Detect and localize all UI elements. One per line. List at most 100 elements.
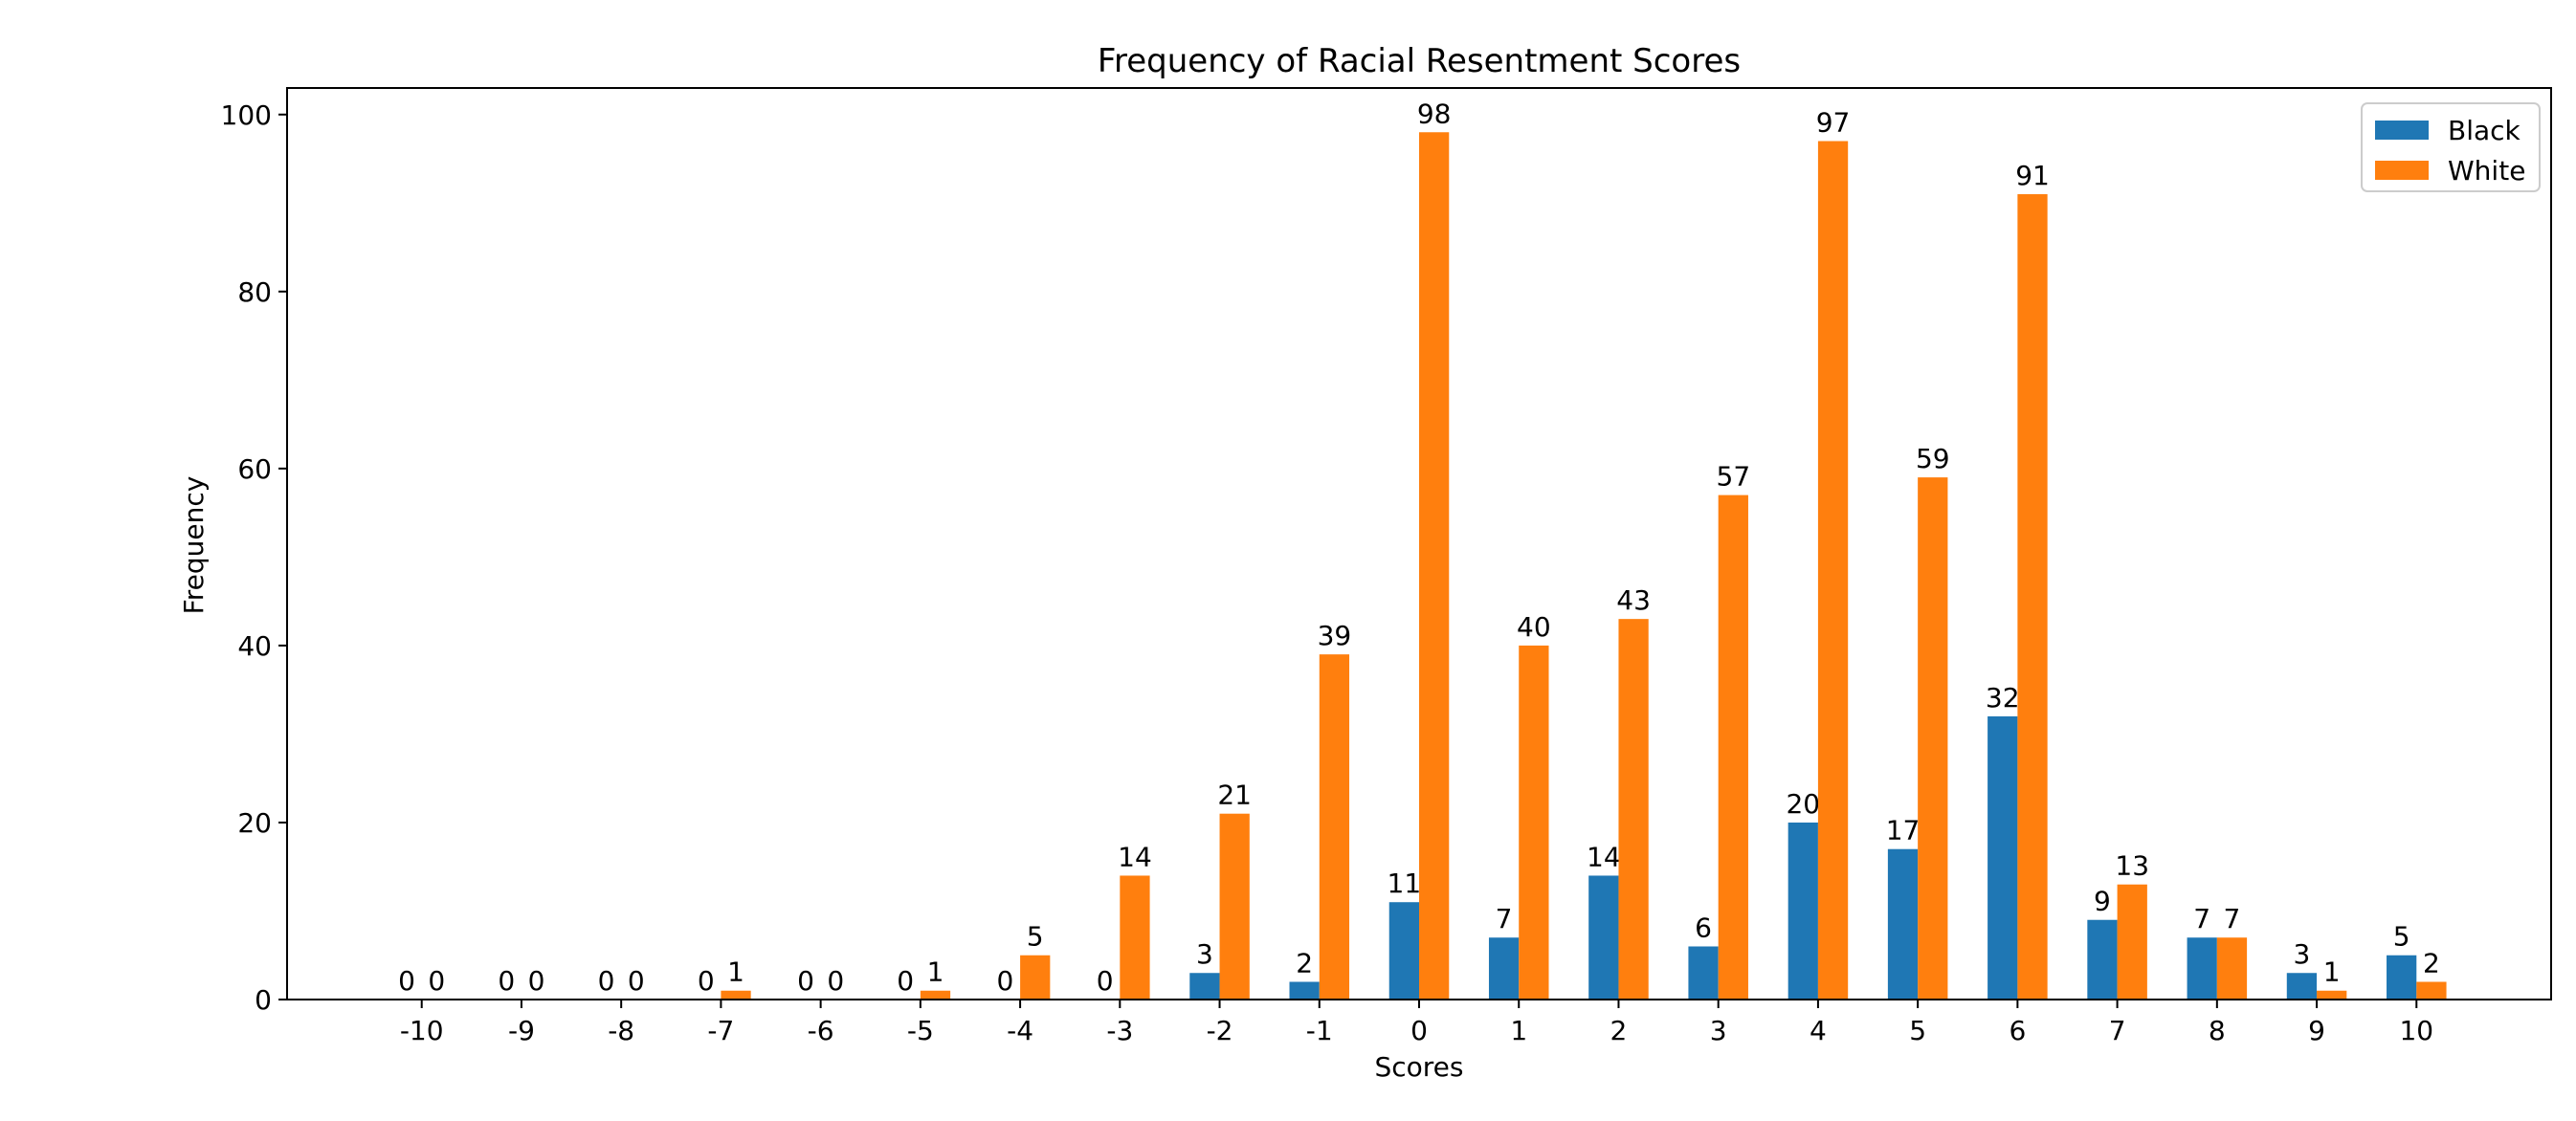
bar-white	[1319, 654, 1350, 1000]
bar-value-label: 3	[2294, 938, 2311, 970]
bar-black	[1788, 822, 1818, 1000]
legend-swatch-white	[2375, 161, 2429, 180]
bar-value-label: 2	[1296, 947, 1313, 978]
bar-white	[1918, 477, 1948, 1000]
x-tick-label: -3	[1106, 1015, 1133, 1046]
bar-value-label: 98	[1417, 98, 1452, 129]
y-tick-label: 80	[237, 276, 272, 308]
bar-value-label: 9	[2094, 886, 2111, 917]
bar-value-label: 17	[1886, 815, 1921, 846]
x-tick-label: -1	[1306, 1015, 1333, 1046]
bar-value-label: 0	[398, 965, 415, 997]
bar-black	[2387, 955, 2417, 1000]
bar-value-label: 7	[2193, 903, 2210, 934]
bar-white	[2416, 981, 2447, 1000]
x-tick-label: 4	[1810, 1015, 1827, 1046]
bar-black	[1988, 715, 2018, 1000]
bar-black	[1688, 946, 1719, 1000]
bar-white	[920, 990, 951, 1000]
bar-value-label: 40	[1517, 611, 1551, 643]
bar-black	[2087, 919, 2118, 1000]
bar-value-label: 97	[1816, 107, 1851, 139]
bar-value-label: 14	[1118, 841, 1152, 872]
bar-value-label: 39	[1318, 620, 1352, 651]
x-tick-label: -7	[707, 1015, 734, 1046]
bar-value-label: 7	[2224, 903, 2241, 934]
bar-white	[2017, 194, 2048, 1000]
bar-black	[1189, 973, 1220, 1000]
x-tick-label: 6	[2009, 1015, 2026, 1046]
bar-black	[1887, 848, 1919, 1000]
bar-value-label: 0	[498, 965, 515, 997]
bar-value-label: 14	[1587, 841, 1621, 872]
x-tick-label: -6	[808, 1015, 834, 1046]
bar-black	[1388, 902, 1419, 1000]
bar-value-label: 43	[1616, 584, 1651, 616]
y-tick-label: 0	[255, 984, 272, 1016]
x-tick-label: -5	[907, 1015, 934, 1046]
x-tick-label: 0	[1410, 1015, 1428, 1046]
bar-value-label: 0	[628, 965, 645, 997]
x-tick-label: 1	[1510, 1015, 1527, 1046]
y-axis-label: Frequency	[178, 476, 210, 615]
bar-value-label: 11	[1388, 868, 1422, 899]
bar-value-label: 1	[727, 956, 744, 988]
bar-value-label: 0	[698, 965, 715, 997]
chart-title: Frequency of Racial Resentment Scores	[1098, 42, 1741, 80]
bar-white	[1219, 813, 1250, 1000]
bar-value-label: 0	[797, 965, 814, 997]
x-axis-label: Scores	[1374, 1051, 1463, 1083]
bar-black	[1488, 937, 1520, 1000]
bar-value-label: 3	[1196, 938, 1213, 970]
bar-value-label: 0	[827, 965, 844, 997]
bar-white	[2216, 937, 2248, 1000]
bar-white	[1120, 875, 1150, 1000]
bar-value-label: 0	[897, 965, 914, 997]
bar-value-label: 32	[1986, 682, 2020, 714]
bar-value-label: 7	[1496, 903, 1513, 934]
bar-black	[1588, 875, 1619, 1000]
bar-value-label: 5	[2393, 921, 2410, 953]
bar-white	[1718, 495, 1748, 1000]
legend: Black White	[2361, 102, 2541, 192]
bar-value-label: 0	[428, 965, 445, 997]
bar-white	[1419, 132, 1450, 1000]
bar-value-label: 0	[598, 965, 615, 997]
bar-white	[1817, 141, 1849, 1000]
x-tick-label: -2	[1207, 1015, 1233, 1046]
bar-value-label: 5	[1027, 921, 1044, 953]
bar-value-label: 57	[1717, 461, 1751, 493]
bar-value-label: 1	[2323, 956, 2341, 988]
bar-value-label: 59	[1916, 443, 1950, 474]
y-tick-label: 100	[221, 99, 272, 131]
bar-value-label: 0	[528, 965, 545, 997]
bar-value-label: 20	[1786, 788, 1820, 820]
bar-value-label: 21	[1217, 780, 1252, 811]
x-tick-label: 3	[1710, 1015, 1727, 1046]
x-tick-label: 8	[2209, 1015, 2226, 1046]
bar-value-label: 2	[2423, 947, 2440, 978]
bar-black	[1289, 981, 1320, 1000]
y-tick-label: 20	[237, 807, 272, 839]
bar-value-label: 0	[997, 965, 1014, 997]
legend-label-black: Black	[2448, 115, 2521, 146]
bar-value-label: 13	[2115, 850, 2149, 882]
bar-white	[2317, 990, 2347, 1000]
x-tick-label: 9	[2308, 1015, 2325, 1046]
y-tick-label: 60	[237, 453, 272, 485]
x-tick-label: 7	[2109, 1015, 2126, 1046]
bar-black	[2187, 937, 2217, 1000]
x-tick-label: -4	[1007, 1015, 1033, 1046]
bar-value-label: 91	[2015, 160, 2050, 191]
bar-white	[1020, 955, 1051, 1000]
bar-white	[1519, 645, 1549, 1000]
x-tick-label: 2	[1610, 1015, 1628, 1046]
bar-value-label: 6	[1695, 912, 1712, 943]
x-tick-label: -10	[400, 1015, 444, 1046]
legend-swatch-black	[2375, 121, 2429, 140]
y-tick-label: 40	[237, 630, 272, 662]
legend-label-white: White	[2448, 155, 2525, 187]
x-tick-label: -9	[508, 1015, 535, 1046]
